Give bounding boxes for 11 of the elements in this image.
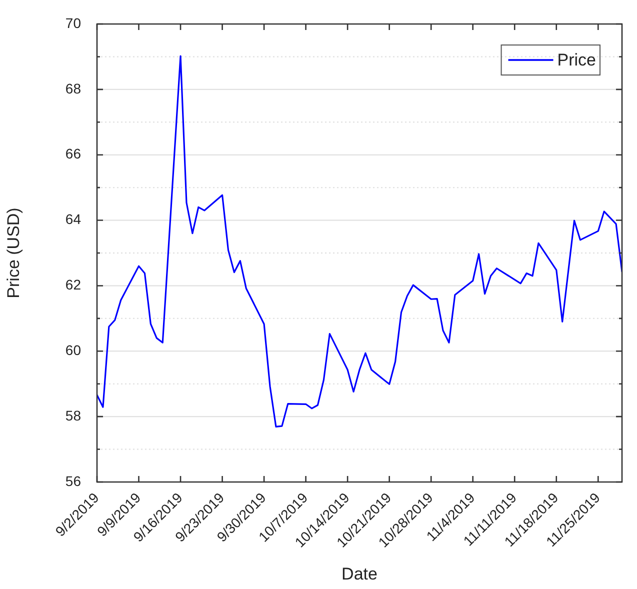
y-tick-label: 68	[65, 80, 82, 96]
y-tick-label: 64	[65, 211, 82, 228]
y-tick-label: 66	[65, 146, 82, 162]
legend-label: Price	[557, 50, 596, 70]
x-axis-title: Date	[342, 564, 378, 584]
y-tick-label: 70	[65, 14, 82, 31]
y-tick-label: 58	[65, 407, 82, 424]
y-axis-title: Price (USD)	[4, 208, 23, 298]
y-tick-label: 62	[65, 276, 82, 293]
y-tick-label: 56	[65, 472, 82, 489]
y-tick-label: 60	[65, 342, 82, 358]
